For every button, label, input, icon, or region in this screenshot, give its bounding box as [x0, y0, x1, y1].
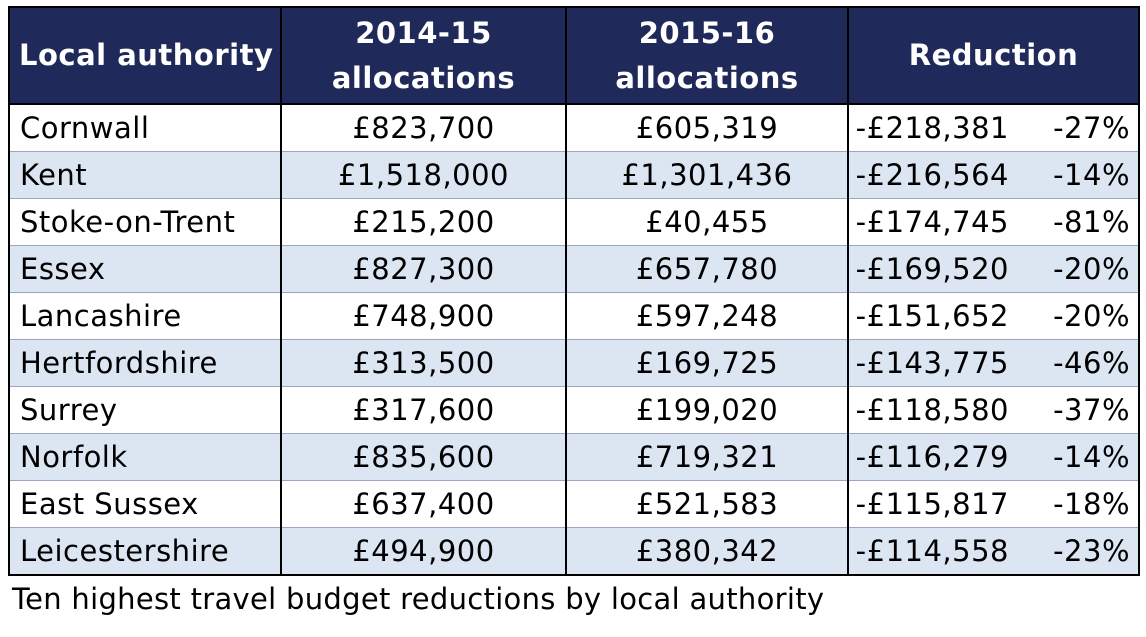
- cell-2015-16: £1,301,436: [565, 151, 849, 199]
- cell-reduction-amount: -£116,279: [847, 433, 1027, 481]
- header-2014-15-allocations: 2014-15 allocations: [280, 6, 567, 105]
- cell-reduction-amount: -£174,745: [847, 198, 1027, 246]
- table-row: Cornwall £823,700 £605,319 -£218,381 -27…: [8, 104, 1140, 152]
- header-2014-15-line1: 2014-15: [355, 15, 492, 50]
- cell-reduction-amount: -£114,558: [847, 527, 1027, 576]
- cell-2015-16: £719,321: [565, 433, 849, 481]
- cell-authority: Leicestershire: [8, 527, 282, 576]
- header-2014-15-line2: allocations: [331, 60, 516, 95]
- cell-reduction-amount: -£218,381: [847, 104, 1027, 152]
- cell-2014-15: £494,900: [280, 527, 567, 576]
- cell-reduction-amount: -£115,817: [847, 480, 1027, 528]
- table-header: Local authority 2014-15 allocations 2015…: [8, 6, 1140, 105]
- cell-reduction-percent: -81%: [1027, 198, 1140, 246]
- table-row: Hertfordshire £313,500 £169,725 -£143,77…: [8, 339, 1140, 387]
- header-2015-16-line1: 2015-16: [638, 15, 776, 50]
- cell-2014-15: £317,600: [280, 386, 567, 434]
- cell-reduction-percent: -37%: [1027, 386, 1140, 434]
- cell-reduction-percent: -20%: [1027, 245, 1140, 293]
- table-container: Local authority 2014-15 allocations 2015…: [8, 6, 1140, 576]
- budget-reductions-table: Local authority 2014-15 allocations 2015…: [8, 6, 1140, 576]
- cell-2014-15: £313,500: [280, 339, 567, 387]
- cell-2015-16: £169,725: [565, 339, 849, 387]
- cell-2014-15: £215,200: [280, 198, 567, 246]
- table-row: Lancashire £748,900 £597,248 -£151,652 -…: [8, 292, 1140, 340]
- cell-2015-16: £199,020: [565, 386, 849, 434]
- cell-2015-16: £657,780: [565, 245, 849, 293]
- cell-authority: Stoke-on-Trent: [8, 198, 282, 246]
- table-caption: Ten highest travel budget reductions by …: [12, 582, 825, 616]
- cell-2014-15: £637,400: [280, 480, 567, 528]
- cell-authority: Cornwall: [8, 104, 282, 152]
- cell-2014-15: £748,900: [280, 292, 567, 340]
- cell-reduction-percent: -14%: [1027, 151, 1140, 199]
- table-row: Kent £1,518,000 £1,301,436 -£216,564 -14…: [8, 151, 1140, 199]
- table-row: Stoke-on-Trent £215,200 £40,455 -£174,74…: [8, 198, 1140, 246]
- cell-authority: East Sussex: [8, 480, 282, 528]
- cell-2014-15: £823,700: [280, 104, 567, 152]
- header-2015-16-allocations: 2015-16 allocations: [565, 6, 849, 105]
- cell-authority: Surrey: [8, 386, 282, 434]
- table-row: Leicestershire £494,900 £380,342 -£114,5…: [8, 527, 1140, 576]
- cell-reduction-percent: -23%: [1027, 527, 1140, 576]
- cell-authority: Lancashire: [8, 292, 282, 340]
- cell-2015-16: £597,248: [565, 292, 849, 340]
- cell-authority: Kent: [8, 151, 282, 199]
- table-row: Norfolk £835,600 £719,321 -£116,279 -14%: [8, 433, 1140, 481]
- cell-reduction-percent: -20%: [1027, 292, 1140, 340]
- cell-2014-15: £1,518,000: [280, 151, 567, 199]
- table-row: Surrey £317,600 £199,020 -£118,580 -37%: [8, 386, 1140, 434]
- table-row: East Sussex £637,400 £521,583 -£115,817 …: [8, 480, 1140, 528]
- cell-reduction-amount: -£143,775: [847, 339, 1027, 387]
- cell-authority: Hertfordshire: [8, 339, 282, 387]
- header-reduction: Reduction: [847, 6, 1140, 105]
- header-2015-16-line2: allocations: [615, 60, 799, 95]
- cell-reduction-amount: -£151,652: [847, 292, 1027, 340]
- cell-authority: Essex: [8, 245, 282, 293]
- cell-reduction-percent: -18%: [1027, 480, 1140, 528]
- cell-2015-16: £521,583: [565, 480, 849, 528]
- cell-authority: Norfolk: [8, 433, 282, 481]
- header-local-authority: Local authority: [8, 6, 282, 105]
- cell-reduction-percent: -46%: [1027, 339, 1140, 387]
- table-body: Cornwall £823,700 £605,319 -£218,381 -27…: [8, 104, 1140, 576]
- cell-2014-15: £827,300: [280, 245, 567, 293]
- cell-reduction-percent: -27%: [1027, 104, 1140, 152]
- header-row: Local authority 2014-15 allocations 2015…: [8, 6, 1140, 105]
- cell-2014-15: £835,600: [280, 433, 567, 481]
- cell-reduction-amount: -£216,564: [847, 151, 1027, 199]
- cell-reduction-amount: -£118,580: [847, 386, 1027, 434]
- cell-2015-16: £380,342: [565, 527, 849, 576]
- cell-reduction-amount: -£169,520: [847, 245, 1027, 293]
- cell-2015-16: £605,319: [565, 104, 849, 152]
- cell-2015-16: £40,455: [565, 198, 849, 246]
- cell-reduction-percent: -14%: [1027, 433, 1140, 481]
- table-row: Essex £827,300 £657,780 -£169,520 -20%: [8, 245, 1140, 293]
